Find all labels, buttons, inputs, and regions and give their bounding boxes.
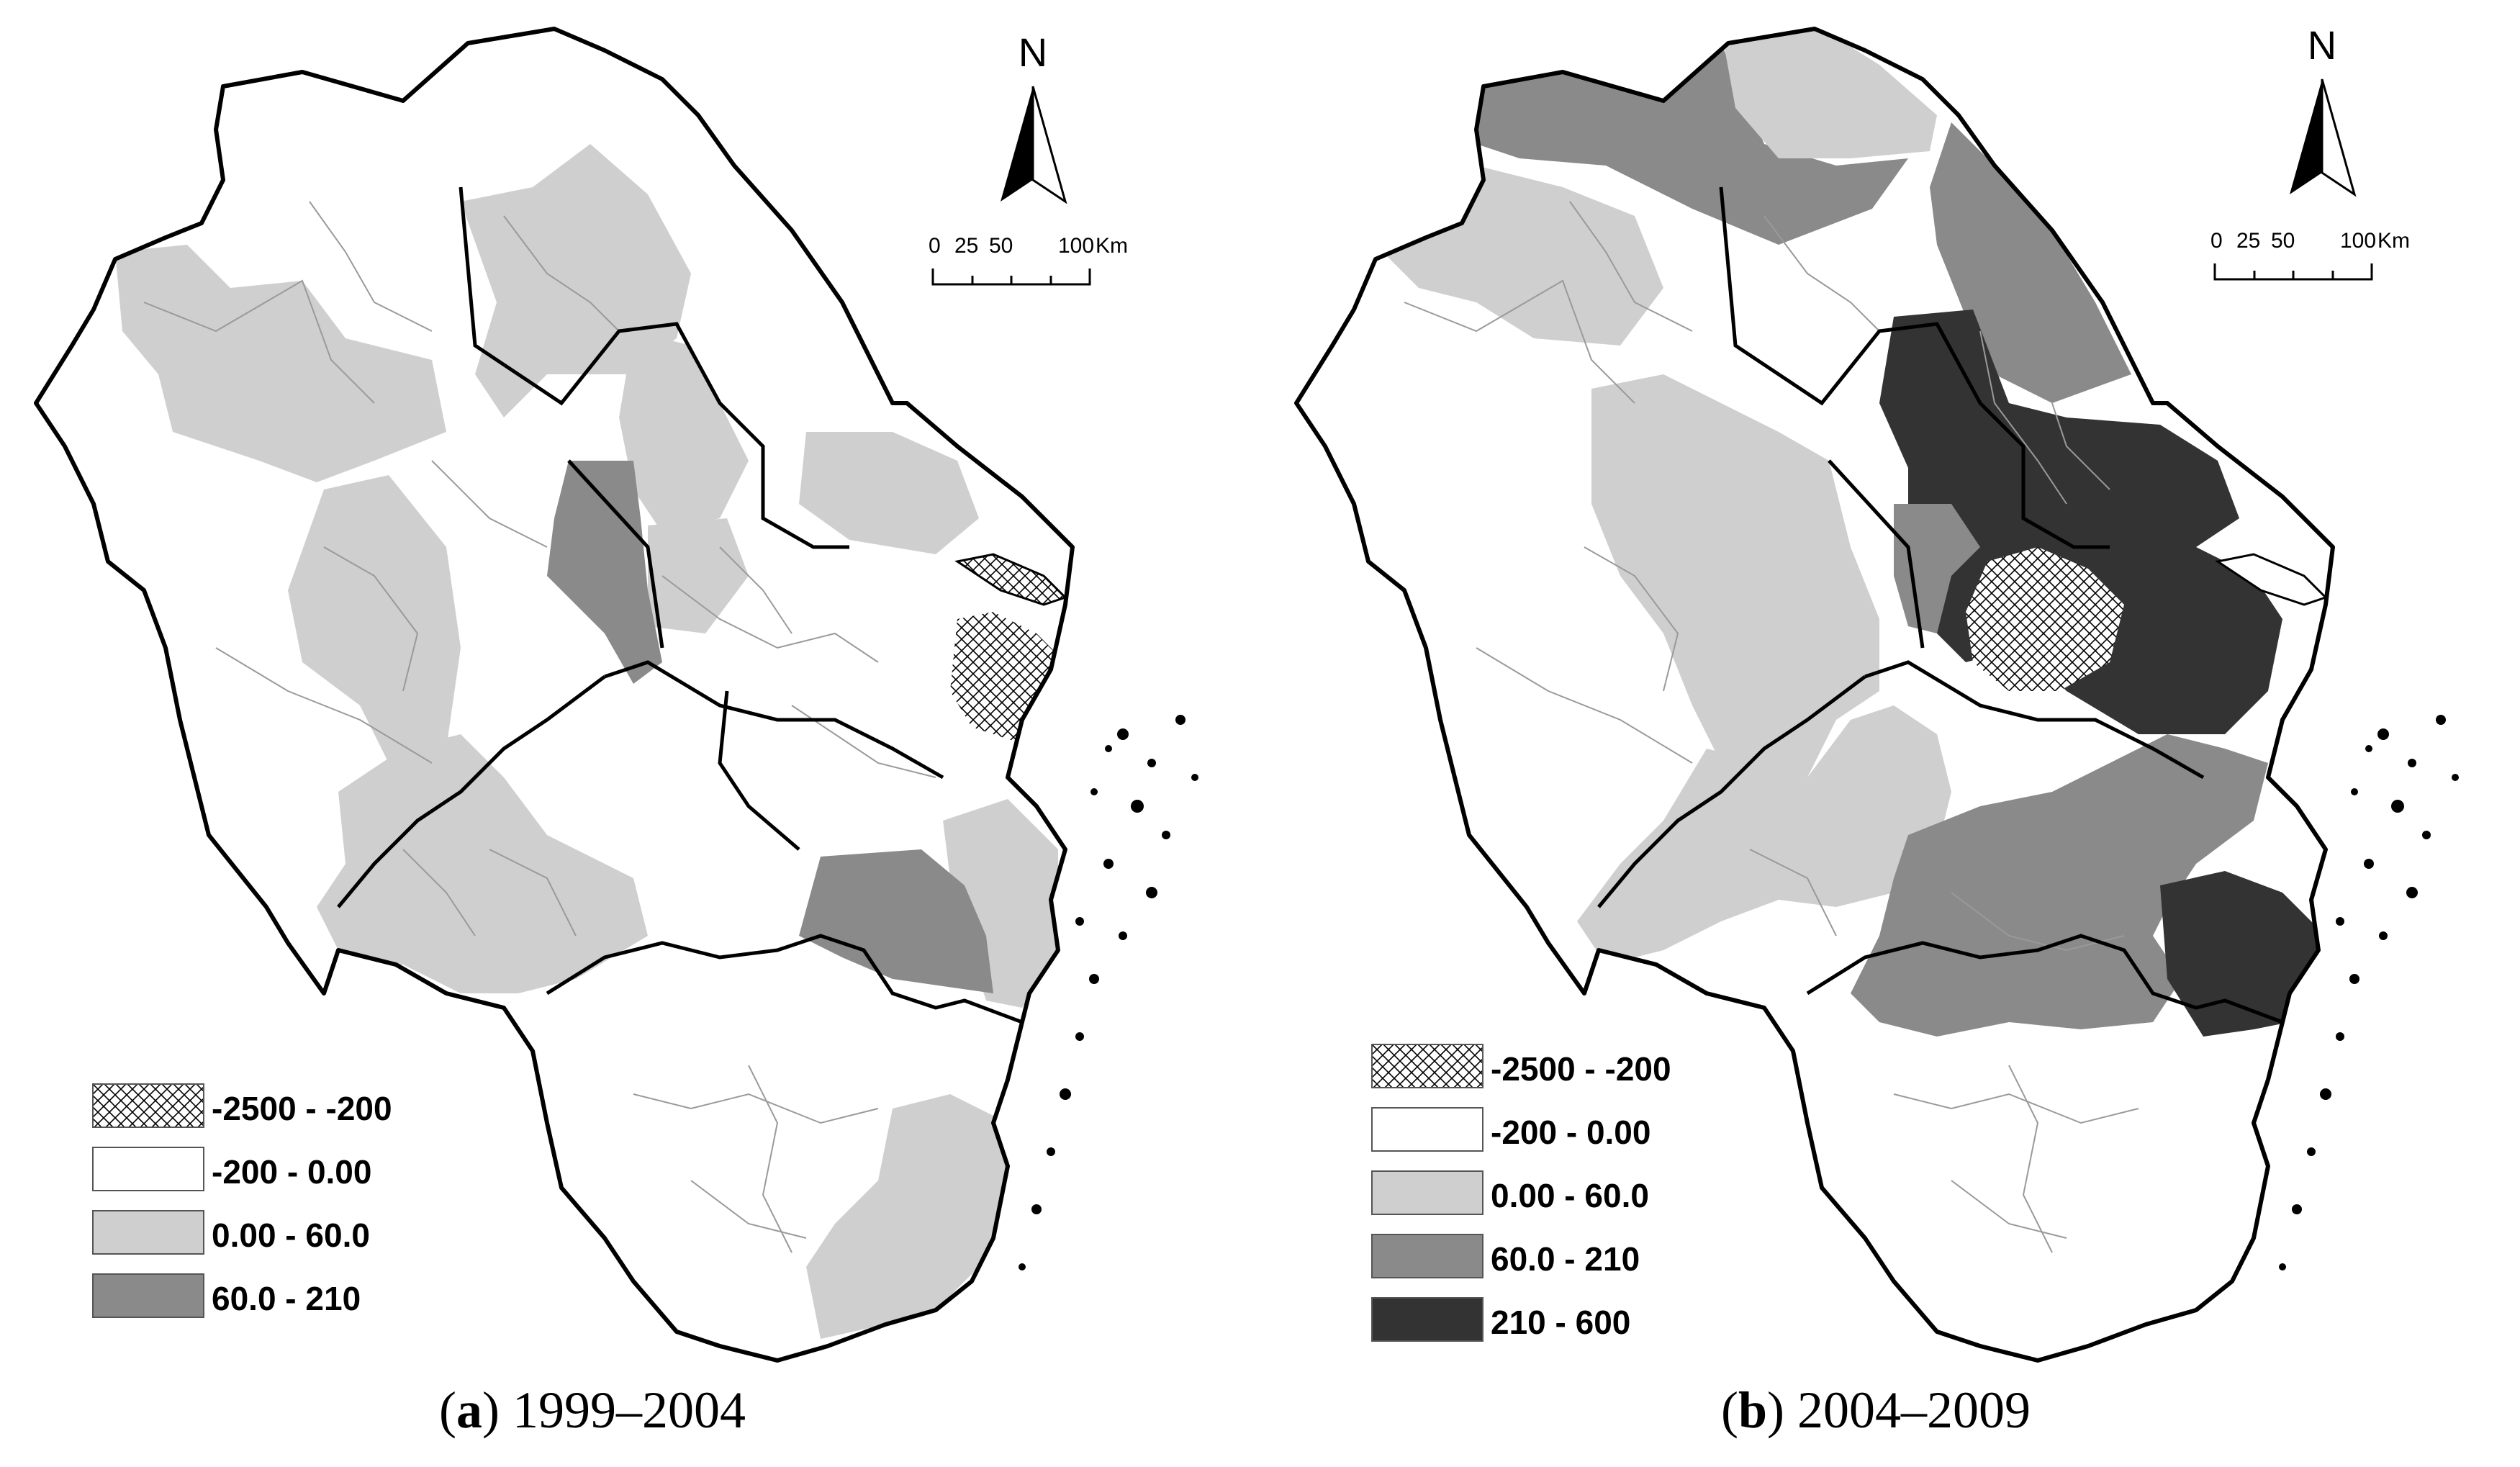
legend-label: 210 - 600	[1491, 1304, 1631, 1341]
prefecture-hatched-shanghai-b	[1966, 547, 2124, 691]
internal-boundaries-b	[1404, 201, 2139, 1253]
caption-period: 1999–2004	[512, 1381, 746, 1439]
scale-tick-25: 25	[954, 234, 979, 258]
caption-letter: a	[456, 1381, 482, 1439]
prefecture-light-se-a	[806, 1094, 1008, 1339]
legend-label: 0.00 - 60.0	[212, 1217, 370, 1254]
legend-label: 60.0 - 210	[1491, 1240, 1640, 1278]
scale-tick-100: 100	[2340, 229, 2377, 253]
internal-boundaries-a	[143, 201, 936, 1253]
legend-swatch-hatch	[92, 1083, 204, 1128]
caption-period: 2004–2009	[1797, 1381, 2031, 1439]
map-panel-a: N 0 25 50 100 Km -2500 - -200 -200 - 0.0…	[34, 27, 1198, 1439]
island-b	[2215, 553, 2328, 606]
scale-tick-0: 0	[929, 234, 941, 258]
prefecture-light-coast-a	[799, 432, 979, 554]
legend-label: 0.00 - 60.0	[1491, 1177, 1649, 1214]
legend-swatch-hatch	[1371, 1044, 1483, 1088]
prefecture-light-wc-b	[1591, 374, 1879, 792]
scale-bar-line	[931, 268, 1091, 286]
north-arrow-icon	[1001, 86, 1067, 204]
north-label: N	[2307, 22, 2337, 68]
legend-label: -200 - 0.00	[1491, 1114, 1651, 1151]
map-panel-b: N 0 25 50 100 Km -2500 - -200 -200 - 0.0…	[1260, 0, 2520, 1467]
prefecture-medium-south-b	[1851, 734, 2268, 1037]
prefecture-light-mid-a	[648, 518, 749, 633]
scale-tick-0: 0	[2210, 229, 2223, 253]
legend-b: -2500 - -200 -200 - 0.00 0.00 - 60.0 60.…	[1371, 1044, 1774, 1353]
caption-a: (a) 1999–2004	[439, 1381, 746, 1439]
prefecture-medium-e-a	[799, 849, 993, 993]
outer-boundary-b	[1294, 27, 2335, 1363]
legend-swatch-medium	[1371, 1234, 1483, 1278]
legend-swatch-dark	[1371, 1297, 1483, 1342]
scale-tick-50: 50	[989, 234, 1013, 258]
scale-tick-100: 100	[1058, 234, 1095, 258]
province-boundaries-b	[1597, 186, 2283, 1024]
prefecture-medium-center-a	[547, 461, 662, 684]
prefecture-light-n-b	[1721, 29, 1937, 158]
legend-swatch-medium	[92, 1273, 204, 1318]
legend-label: -2500 - -200	[1491, 1050, 1671, 1088]
offshore-islands-a	[1019, 715, 1198, 1270]
legend-swatch-light	[92, 1210, 204, 1255]
scale-bar-line	[2213, 263, 2373, 281]
scale-unit: Km	[2377, 229, 2410, 253]
prefecture-light-center-a	[288, 475, 461, 763]
scale-bar-a: 0 25 50 100 Km	[929, 234, 1130, 292]
scale-tick-50: 50	[2271, 229, 2295, 253]
legend-swatch-white	[1371, 1107, 1483, 1152]
legend-swatch-light	[1371, 1170, 1483, 1215]
choropleth-map-a	[34, 27, 1198, 1363]
prefecture-light-nw-a	[115, 245, 446, 482]
north-arrow-icon	[2290, 78, 2357, 197]
caption-b: (b) 2004–2009	[1721, 1381, 2031, 1439]
legend-label: 60.0 - 210	[212, 1280, 361, 1317]
province-boundaries-a	[337, 186, 1023, 1024]
choropleth-map-b	[1294, 27, 2459, 1363]
legend-a: -2500 - -200 -200 - 0.00 0.00 - 60.0 60.…	[92, 1083, 495, 1328]
prefecture-light-sw-b	[1577, 705, 1951, 965]
prefecture-dark-se-b	[2160, 871, 2326, 1037]
legend-swatch-white	[92, 1147, 204, 1191]
north-arrow-b: N	[2282, 22, 2362, 197]
legend-label: -200 - 0.00	[212, 1153, 372, 1191]
caption-letter: b	[1738, 1381, 1768, 1439]
scale-bar-b: 0 25 50 100 Km	[2210, 229, 2412, 286]
prefecture-light-ne-a	[619, 331, 749, 533]
offshore-islands-b	[2279, 715, 2459, 1270]
outer-boundary-a	[34, 27, 1075, 1363]
north-arrow-a: N	[993, 29, 1072, 204]
legend-label: -2500 - -200	[212, 1090, 392, 1127]
prefecture-medium-north-b	[1476, 43, 1908, 245]
scale-tick-25: 25	[2236, 229, 2261, 253]
prefecture-light-sw-a	[317, 734, 648, 993]
north-label: N	[1018, 30, 1048, 75]
scale-unit: Km	[1096, 234, 1128, 258]
